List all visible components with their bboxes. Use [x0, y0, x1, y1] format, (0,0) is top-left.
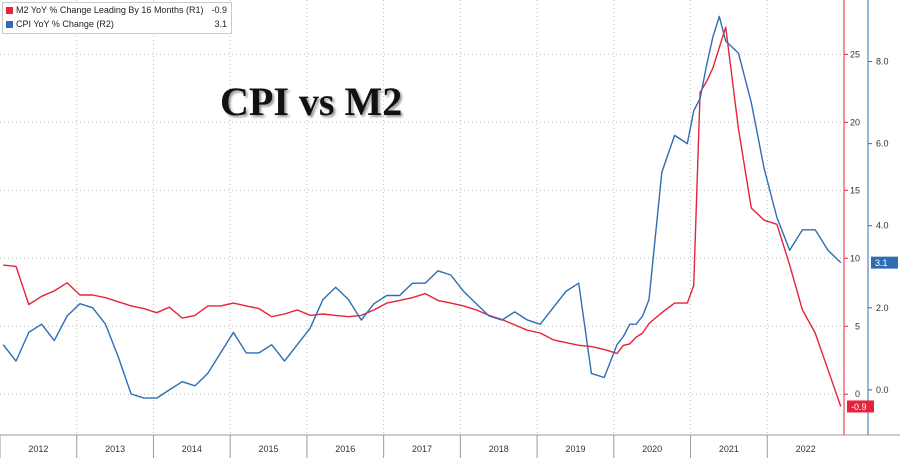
series-line-m2 — [3, 26, 842, 407]
x-tick-label: 2018 — [489, 444, 509, 454]
series-line-cpi — [2, 15, 842, 399]
r2-tick-label: 0.0 — [876, 385, 889, 395]
last-value-tag-text: -0.9 — [851, 402, 867, 412]
legend-swatch-m2 — [6, 7, 13, 14]
r1-tick-label: 0 — [855, 389, 860, 399]
legend-label-cpi: CPI YoY % Change (R2) — [16, 19, 114, 29]
x-tick-label: 2017 — [412, 444, 432, 454]
legend-row-m2: M2 YoY % Change Leading By 16 Months (R1… — [3, 4, 231, 17]
r1-tick-label: 5 — [855, 321, 860, 331]
x-tick-label: 2012 — [28, 444, 48, 454]
legend-row-cpi: CPI YoY % Change (R2) 3.1 — [3, 18, 231, 31]
x-tick-label: 2016 — [335, 444, 355, 454]
x-tick-label: 2021 — [719, 444, 739, 454]
legend: M2 YoY % Change Leading By 16 Months (R1… — [2, 2, 232, 34]
r2-tick-label: 8.0 — [876, 57, 889, 67]
x-tick-label: 2014 — [182, 444, 202, 454]
x-tick-label: 2020 — [642, 444, 662, 454]
r1-tick-label: 25 — [850, 49, 860, 59]
x-tick-label: 2019 — [565, 444, 585, 454]
last-value-tag-m2: -0.9 — [847, 400, 874, 413]
last-value-tag-bg — [871, 256, 898, 269]
r1-tick-label: 15 — [850, 185, 860, 195]
last-value-tag-bg — [847, 400, 874, 413]
r1-tick-label: 20 — [850, 117, 860, 127]
r2-tick-label: 6.0 — [876, 139, 889, 149]
x-tick-label: 2013 — [105, 444, 125, 454]
r2-tick-label: 2.0 — [876, 303, 889, 313]
r1-tick-label: 10 — [850, 253, 860, 263]
legend-swatch-cpi — [6, 21, 13, 28]
x-tick-label: 2015 — [259, 444, 279, 454]
legend-label-m2: M2 YoY % Change Leading By 16 Months (R1… — [16, 5, 204, 15]
r2-tick-label: 4.0 — [876, 221, 889, 231]
last-value-tag-cpi: 3.1 — [871, 256, 898, 269]
last-value-tag-text: 3.1 — [875, 258, 888, 268]
x-tick-label: 2022 — [796, 444, 816, 454]
legend-value-cpi: 3.1 — [214, 19, 227, 29]
legend-value-m2: -0.9 — [211, 5, 227, 15]
chart-title: CPI vs M2 — [220, 79, 403, 124]
